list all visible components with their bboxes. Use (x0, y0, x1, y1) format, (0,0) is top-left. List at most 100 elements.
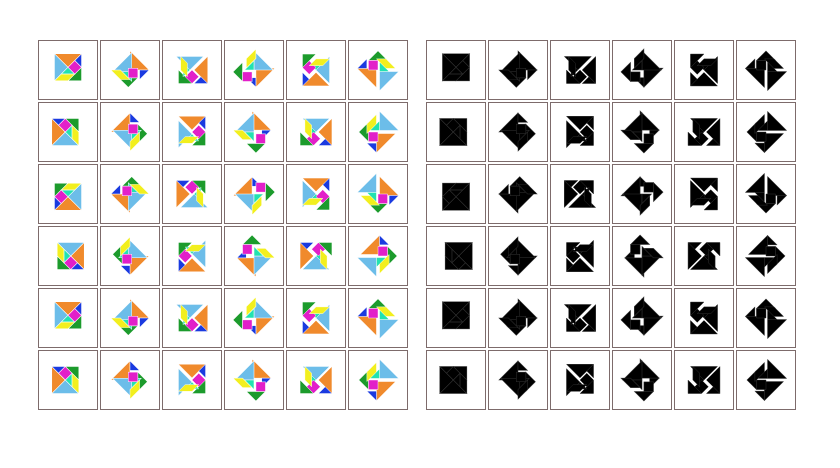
tangram-piece-small-triangle-1 (198, 363, 206, 379)
colored-puzzle-13 (38, 164, 98, 224)
silhouette-puzzle-12 (736, 102, 796, 162)
colored-puzzle-22 (224, 226, 284, 286)
tangram-piece-parallelogram (255, 248, 276, 259)
silhouette-puzzle-18 (736, 164, 796, 224)
tangram-piece-parallelogram (379, 253, 390, 275)
tangram-piece-parallelogram (689, 198, 712, 206)
silhouette-puzzle-16 (612, 164, 672, 224)
tangram-piece-parallelogram (565, 136, 588, 144)
tangram-piece-square (58, 366, 73, 381)
tangram-piece-parallelogram (634, 48, 645, 69)
tangram-piece-small-triangle-1 (379, 234, 390, 246)
tangram-piece-square (377, 246, 388, 257)
colored-puzzle-2 (100, 40, 160, 100)
tangram-piece-small-triangle-1 (366, 390, 377, 402)
silhouette-puzzle-31 (426, 350, 486, 410)
tangram-piece-small-triangle-1 (388, 195, 400, 206)
silhouette-puzzle-24 (736, 226, 796, 286)
colored-puzzle-30 (348, 288, 408, 348)
silhouette-puzzle-2 (488, 40, 548, 100)
tangram-piece-small-triangle-1 (507, 265, 519, 276)
tangram-piece-small-triangle-1 (581, 76, 597, 84)
tangram-piece-square (377, 193, 388, 204)
colored-puzzle-34 (224, 350, 284, 410)
silhouette-tangram-grid (426, 40, 796, 410)
colored-puzzle-32 (100, 350, 160, 410)
colored-puzzle-16 (224, 164, 284, 224)
tangram-piece-square (516, 123, 527, 134)
tangram-piece-parallelogram (696, 58, 719, 66)
tangram-piece-square (242, 71, 253, 82)
silhouette-puzzle-25 (426, 288, 486, 348)
tangram-piece-parallelogram (763, 306, 785, 317)
tangram-piece-square (58, 118, 73, 133)
silhouette-puzzle-28 (612, 288, 672, 348)
tangram-piece-parallelogram (366, 113, 377, 135)
colored-puzzle-24 (348, 226, 408, 286)
tangram-piece-square (255, 182, 266, 193)
tangram-piece-parallelogram (71, 124, 80, 147)
tangram-piece-square (643, 182, 654, 193)
tangram-piece-parallelogram (246, 296, 257, 317)
tangram-piece-square (630, 71, 641, 82)
tangram-piece-small-triangle-1 (356, 306, 368, 317)
colored-puzzle-17 (286, 164, 346, 224)
tangram-piece-parallelogram (110, 317, 131, 328)
tangram-piece-parallelogram (304, 365, 312, 388)
colored-puzzle-33 (162, 350, 222, 410)
tangram-piece-small-triangle-1 (110, 183, 121, 195)
tangram-piece-square (67, 60, 82, 75)
tangram-piece-square (455, 308, 470, 323)
tangram-piece-small-triangle-1 (139, 69, 150, 81)
tangram-piece-square (121, 254, 132, 265)
colored-puzzle-25 (38, 288, 98, 348)
silhouette-puzzle-33 (550, 350, 610, 410)
tangram-piece-square (630, 244, 641, 255)
tangram-piece-small-triangle-1 (193, 324, 209, 332)
tangram-piece-parallelogram (708, 248, 716, 271)
tangram-piece-square (242, 244, 253, 255)
tangram-piece-parallelogram (441, 321, 464, 330)
silhouette-puzzle-14 (488, 164, 548, 224)
silhouette-puzzle-17 (674, 164, 734, 224)
colored-puzzle-21 (162, 226, 222, 286)
tangram-piece-parallelogram (448, 182, 471, 191)
tangram-piece-small-triangle-1 (563, 180, 579, 188)
tangram-piece-small-triangle-1 (687, 242, 703, 250)
colored-puzzle-23 (286, 226, 346, 286)
tangram-piece-small-triangle-1 (139, 317, 150, 329)
tangram-piece-small-triangle-1 (317, 138, 333, 146)
tangram-piece-square (643, 381, 654, 392)
tangram-piece-parallelogram (767, 253, 778, 275)
tangram-piece-parallelogram (568, 55, 576, 78)
tangram-piece-parallelogram (459, 124, 468, 147)
tangram-piece-small-triangle-1 (299, 242, 315, 250)
tangram-piece-small-triangle-1 (744, 306, 756, 317)
tangram-piece-square (509, 185, 520, 196)
tangram-piece-square (756, 379, 767, 390)
tangram-piece-small-triangle-1 (517, 360, 529, 371)
tangram-piece-small-triangle-1 (776, 195, 788, 206)
tangram-piece-square (509, 254, 520, 265)
tangram-piece-small-triangle-1 (754, 142, 765, 154)
colored-puzzle-19 (38, 226, 98, 286)
tangram-piece-small-triangle-1 (754, 390, 765, 402)
tangram-piece-small-triangle-1 (527, 317, 538, 329)
tangram-piece-small-triangle-1 (302, 319, 310, 335)
silhouette-puzzle-15 (550, 164, 610, 224)
tangram-piece-small-triangle-1 (586, 115, 594, 131)
silhouette-puzzle-8 (488, 102, 548, 162)
tangram-piece-small-triangle-1 (366, 142, 377, 154)
colored-puzzle-20 (100, 226, 160, 286)
silhouette-puzzle-9 (550, 102, 610, 162)
silhouette-puzzle-13 (426, 164, 486, 224)
tangram-piece-parallelogram (53, 321, 76, 330)
colored-puzzle-28 (224, 288, 284, 348)
colored-puzzle-18 (348, 164, 408, 224)
tangram-piece-parallelogram (508, 236, 519, 257)
tangram-piece-parallelogram (196, 186, 204, 209)
tangram-piece-parallelogram (184, 244, 207, 252)
tangram-piece-small-triangle-1 (119, 265, 131, 276)
tangram-piece-small-triangle-1 (710, 177, 718, 193)
tangram-piece-parallelogram (754, 113, 765, 135)
